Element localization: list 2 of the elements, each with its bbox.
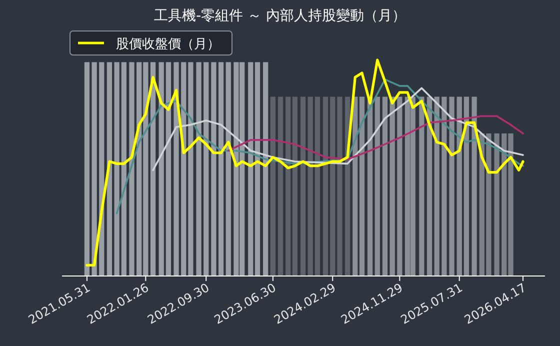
chart-title: 工具機-零組件 ～ 內部人持股變動（月） xyxy=(154,8,406,24)
legend-label: 股價收盤價（月） xyxy=(116,37,220,52)
